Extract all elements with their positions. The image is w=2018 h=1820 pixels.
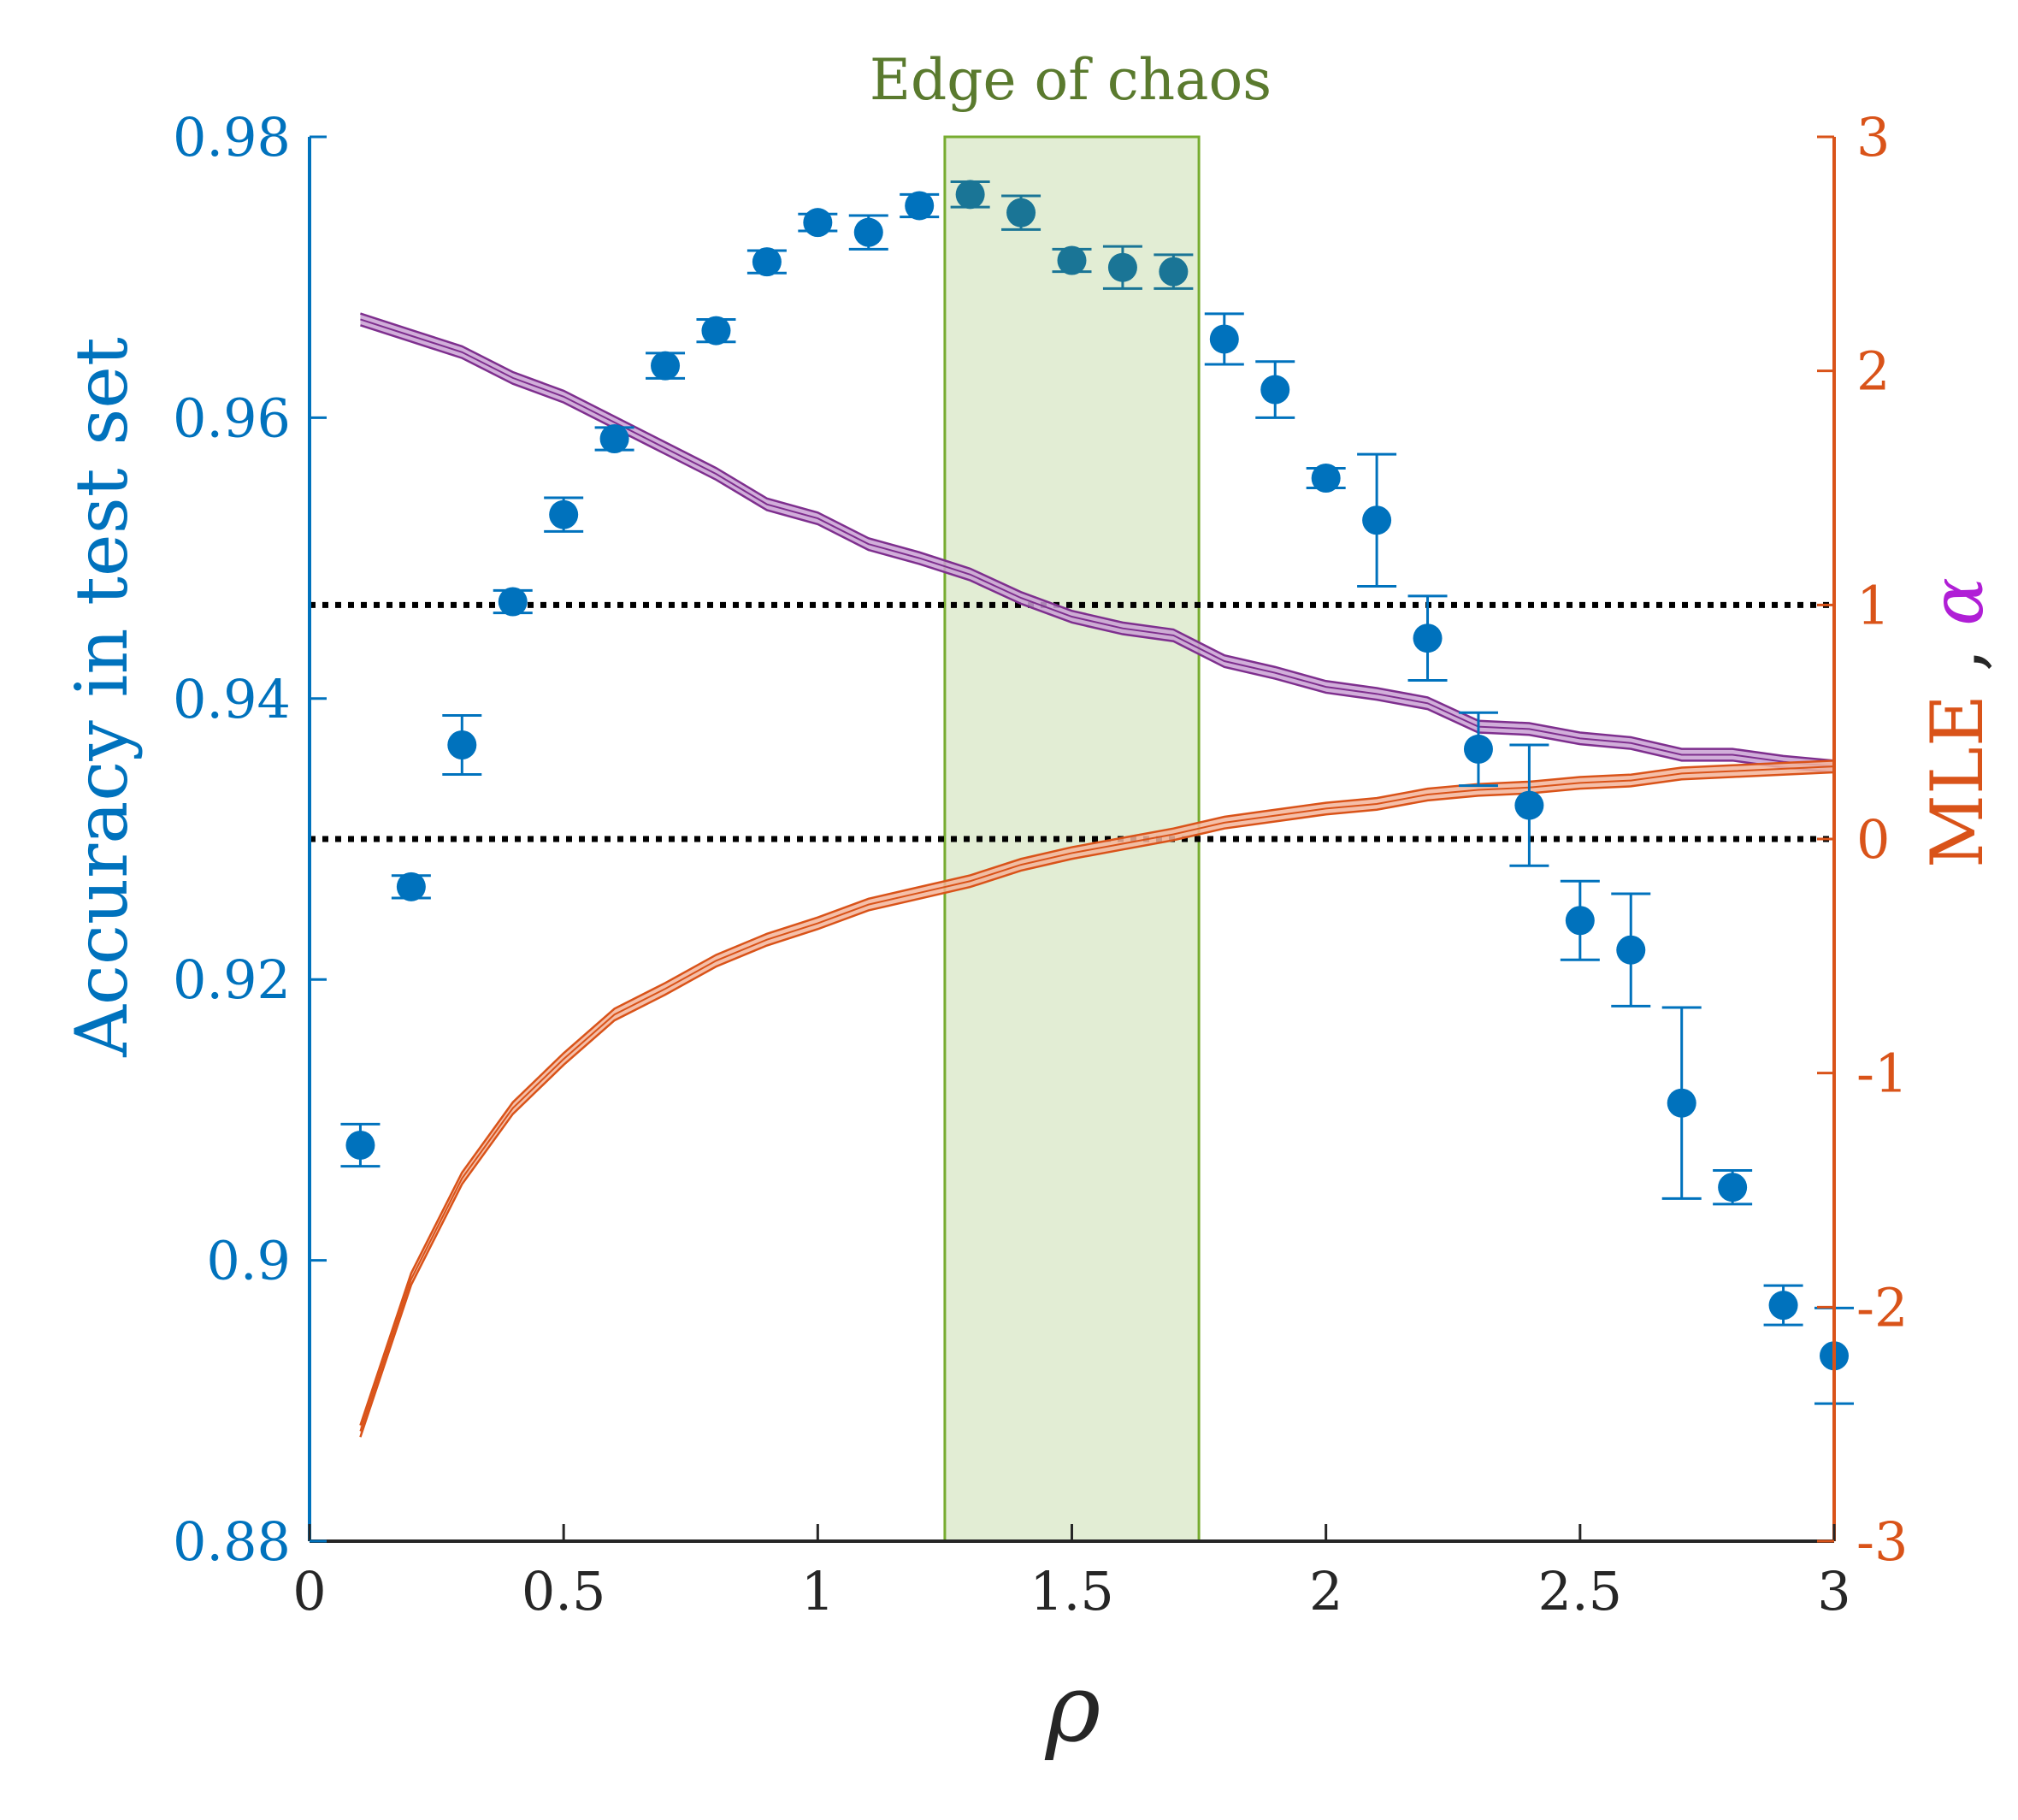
y-axis-right-label-mle: MLE xyxy=(1915,694,1999,868)
accuracy-point-16 xyxy=(1154,253,1194,290)
y-left-tick-label: 0.92 xyxy=(173,948,291,1011)
y-left-tick-label: 0.98 xyxy=(173,106,291,168)
x-tick-label: 0.5 xyxy=(522,1560,606,1622)
x-tick-label: 3 xyxy=(1817,1560,1850,1622)
reference-lines xyxy=(310,601,1834,842)
accuracy-marker xyxy=(1311,464,1341,493)
accuracy-point-4 xyxy=(544,496,584,533)
x-axis-label: ρ xyxy=(1045,1653,1101,1763)
accuracy-marker xyxy=(599,424,629,454)
y-right-tick-label: 3 xyxy=(1856,106,1890,168)
accuracy-point-0 xyxy=(340,1122,381,1168)
accuracy-marker xyxy=(955,180,985,210)
accuracy-point-24 xyxy=(1560,879,1600,961)
accuracy-marker xyxy=(1413,623,1443,653)
accuracy-marker xyxy=(1260,375,1290,405)
axes: 0 0.5 1 1.5 2 2.5 3 0.88 0.9 0.92 0.94 0.96 0.98 -3 -2… xyxy=(173,106,1908,1622)
accuracy-point-28 xyxy=(1763,1284,1803,1327)
accuracy-marker xyxy=(1768,1291,1798,1321)
y-right-tick-label: -1 xyxy=(1856,1043,1908,1105)
accuracy-marker xyxy=(498,587,528,617)
y-left-tick-label: 0.88 xyxy=(173,1510,291,1573)
accuracy-point-26 xyxy=(1661,1006,1702,1200)
accuracy-point-23 xyxy=(1509,743,1549,867)
accuracy-point-10 xyxy=(848,214,888,251)
alpha-band-lower-edge xyxy=(360,324,1835,774)
accuracy-point-21 xyxy=(1407,594,1448,682)
y-right-tick-label: 1 xyxy=(1856,574,1890,636)
accuracy-marker xyxy=(1159,257,1189,287)
accuracy-marker xyxy=(651,351,681,381)
alpha-line xyxy=(360,318,1835,768)
x-tick-label: 1.5 xyxy=(1030,1560,1114,1622)
y-right-tick-label: 2 xyxy=(1856,340,1890,403)
accuracy-marker xyxy=(1209,324,1239,354)
accuracy-point-2 xyxy=(442,714,482,776)
accuracy-point-7 xyxy=(696,316,736,346)
accuracy-point-18 xyxy=(1255,360,1295,419)
accuracy-point-15 xyxy=(1102,245,1142,290)
x-tick-label: 0 xyxy=(292,1560,326,1622)
accuracy-point-8 xyxy=(746,247,787,277)
accuracy-marker xyxy=(905,191,935,221)
accuracy-point-25 xyxy=(1611,892,1651,1008)
accuracy-marker xyxy=(1718,1173,1748,1202)
alpha-series xyxy=(360,312,1835,774)
mle-line xyxy=(359,765,1835,1432)
y-left-tick-label: 0.96 xyxy=(173,387,291,449)
accuracy-marker xyxy=(447,730,477,759)
accuracy-marker xyxy=(1514,790,1544,820)
y-left-tick-label: 0.94 xyxy=(173,668,291,730)
accuracy-marker xyxy=(1057,245,1087,275)
mle-series xyxy=(359,759,1835,1438)
x-tick-label: 2 xyxy=(1309,1560,1342,1622)
y-right-tick-label: 0 xyxy=(1856,808,1890,871)
band-label: Edge of chaos xyxy=(870,47,1272,113)
y-axis-right-label: MLE , α xyxy=(1915,577,1999,868)
accuracy-point-9 xyxy=(798,208,838,238)
y-left-tick-label: 0.9 xyxy=(206,1230,291,1292)
accuracy-point-12 xyxy=(950,180,990,210)
y-right-tick-label: -3 xyxy=(1856,1510,1908,1573)
accuracy-marker xyxy=(701,316,731,346)
mle-band-lower-edge xyxy=(359,771,1835,1438)
mle-band-upper-edge xyxy=(359,759,1835,1426)
y-axis-left-label: Accuracy in test set xyxy=(60,337,144,1058)
accuracy-marker xyxy=(853,217,883,247)
y-axis-right-label-separator: , xyxy=(1915,626,1999,694)
accuracy-marker xyxy=(803,208,833,238)
accuracy-marker xyxy=(1565,906,1595,936)
y-right-tick-label: -2 xyxy=(1856,1276,1908,1338)
accuracy-point-6 xyxy=(646,351,686,381)
accuracy-marker xyxy=(345,1130,375,1160)
x-tick-label: 1 xyxy=(801,1560,835,1622)
accuracy-marker xyxy=(1107,252,1137,282)
accuracy-point-5 xyxy=(594,424,634,454)
accuracy-point-20 xyxy=(1357,452,1397,588)
accuracy-point-19 xyxy=(1306,464,1346,493)
accuracy-point-11 xyxy=(900,191,940,221)
accuracy-point-22 xyxy=(1458,711,1498,788)
y-axis-right-label-alpha: α xyxy=(1915,577,1999,626)
accuracy-marker xyxy=(752,247,782,277)
accuracy-marker xyxy=(1463,734,1493,764)
accuracy-marker xyxy=(1006,198,1036,228)
accuracy-marker xyxy=(1616,935,1646,965)
accuracy-point-27 xyxy=(1713,1169,1753,1206)
accuracy-series xyxy=(340,180,1854,1405)
accuracy-marker xyxy=(1362,505,1392,535)
x-tick-label: 2.5 xyxy=(1538,1560,1623,1622)
accuracy-marker xyxy=(396,872,426,901)
accuracy-point-17 xyxy=(1204,312,1244,366)
accuracy-point-13 xyxy=(1001,194,1041,231)
accuracy-point-3 xyxy=(493,587,533,617)
accuracy-marker xyxy=(1667,1088,1696,1118)
alpha-band-upper-edge xyxy=(360,312,1835,762)
accuracy-point-1 xyxy=(391,872,431,901)
accuracy-point-14 xyxy=(1052,245,1092,275)
accuracy-marker xyxy=(549,499,579,529)
